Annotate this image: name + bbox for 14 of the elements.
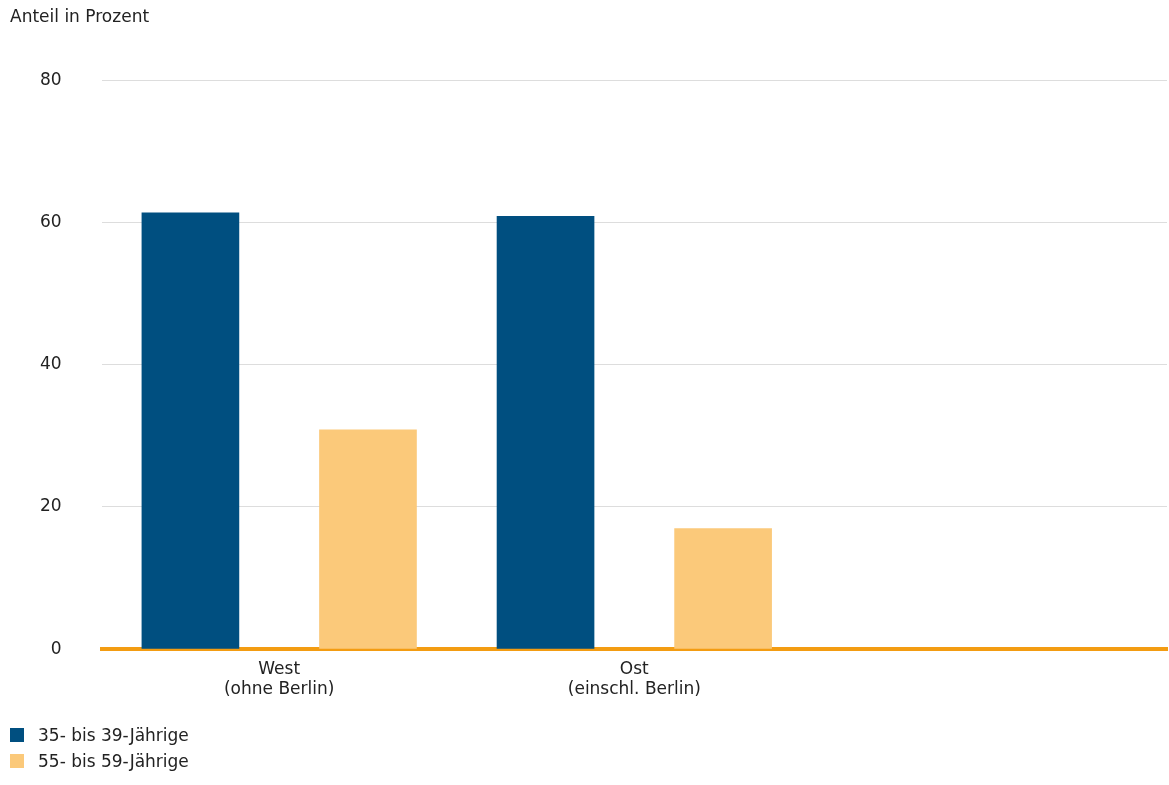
y-tick-label: 0 — [50, 637, 62, 658]
bar — [319, 429, 417, 649]
legend-label: 55- bis 59-Jährige — [38, 751, 189, 771]
x-tick-label: West (ohne Berlin) — [223, 657, 335, 699]
y-tick-label: 80 — [39, 68, 62, 89]
legend-label: 35- bis 39-Jährige — [38, 725, 189, 745]
bar — [141, 212, 240, 649]
x-tick-label: Ost (einschl. Berlin) — [567, 657, 701, 699]
bar — [496, 216, 595, 649]
y-axis-title: Anteil in Prozent — [10, 6, 150, 26]
y-tick-label: 40 — [39, 353, 62, 374]
y-tick-label: 60 — [39, 210, 62, 231]
bar — [674, 528, 772, 649]
y-tick-label: 20 — [39, 495, 62, 516]
